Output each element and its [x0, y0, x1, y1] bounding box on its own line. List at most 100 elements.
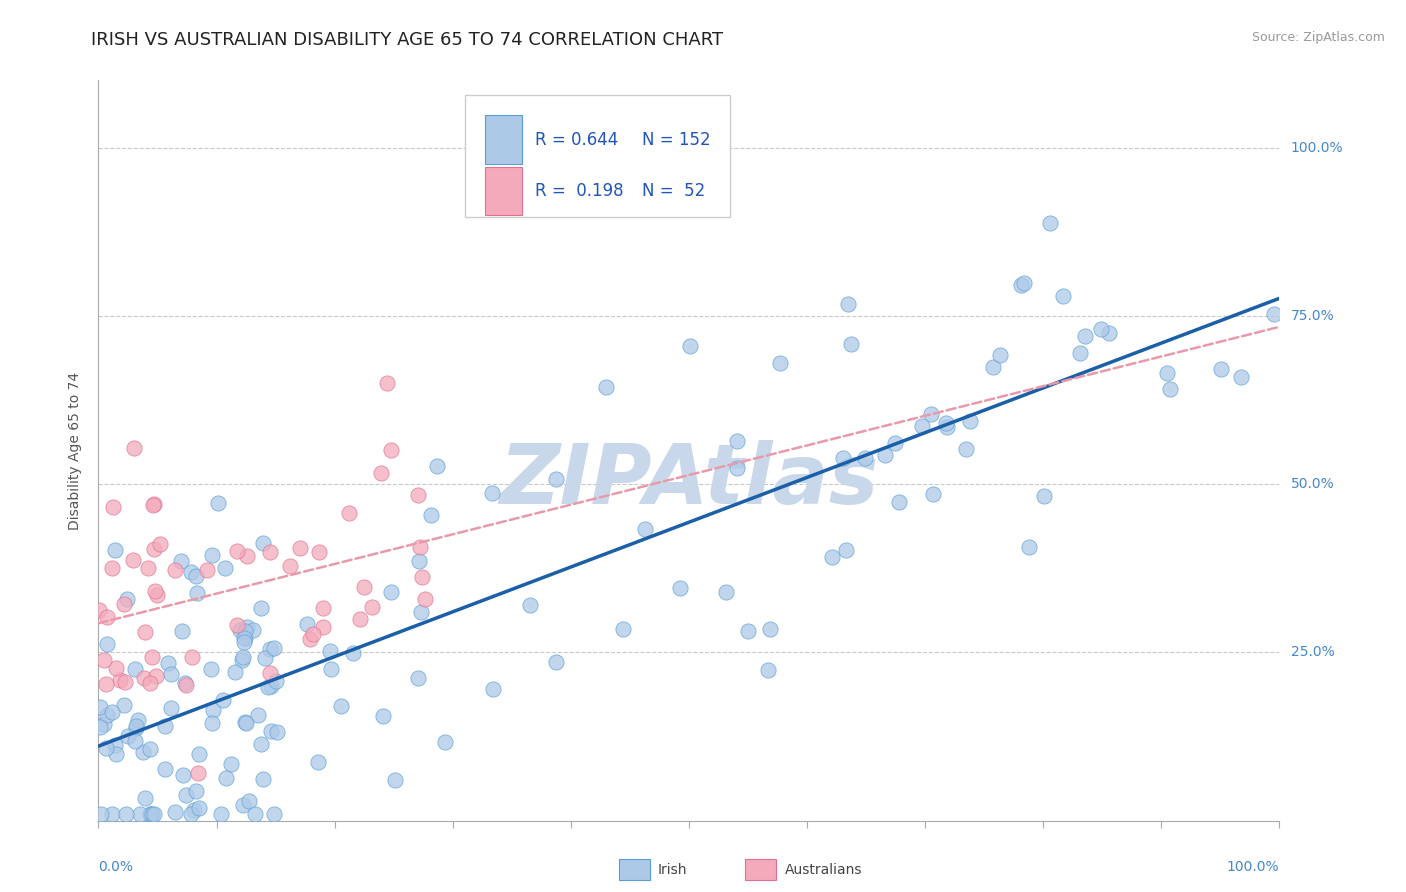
Point — [920, 407, 942, 421]
Text: ZIPAtlas: ZIPAtlas — [499, 440, 879, 521]
Point — [1159, 382, 1181, 396]
Point — [837, 296, 859, 310]
Text: 25.0%: 25.0% — [1291, 646, 1334, 659]
Point — [278, 559, 301, 574]
Point — [725, 434, 748, 449]
Point — [299, 632, 322, 646]
Point — [308, 545, 330, 559]
Point — [307, 755, 329, 769]
Point — [1074, 329, 1097, 343]
Point — [134, 791, 156, 805]
Point — [94, 741, 117, 756]
Point — [174, 788, 197, 802]
Bar — [745, 859, 776, 880]
Point — [183, 803, 205, 817]
Point — [482, 682, 505, 697]
Point — [160, 666, 183, 681]
Point — [129, 806, 152, 821]
Point — [155, 762, 177, 776]
Point — [134, 624, 156, 639]
Point — [1039, 216, 1062, 230]
Point — [160, 701, 183, 715]
Point — [1263, 308, 1285, 322]
Point — [260, 679, 283, 693]
Point — [1069, 345, 1091, 359]
Point — [236, 620, 259, 634]
Point — [141, 650, 163, 665]
Point — [370, 466, 392, 480]
Point — [215, 771, 238, 785]
Text: R = 0.644: R = 0.644 — [536, 130, 619, 148]
Point — [103, 500, 125, 515]
Point — [172, 768, 194, 782]
Point — [94, 677, 117, 691]
Text: N = 152: N = 152 — [641, 130, 710, 148]
Point — [201, 703, 224, 717]
Point — [96, 610, 118, 624]
Point — [201, 548, 224, 562]
Point — [207, 496, 229, 510]
Point — [180, 806, 202, 821]
Point — [266, 724, 288, 739]
Point — [89, 720, 111, 734]
Point — [143, 584, 166, 599]
Point — [342, 647, 364, 661]
Point — [426, 459, 449, 474]
Point — [93, 653, 115, 667]
Point — [181, 650, 204, 665]
Point — [142, 806, 165, 821]
Point — [122, 441, 145, 455]
Point — [108, 673, 131, 688]
Point — [104, 739, 127, 753]
Point — [238, 794, 260, 808]
Point — [481, 486, 503, 500]
Point — [165, 805, 187, 820]
Point — [87, 603, 110, 617]
Point — [406, 671, 429, 685]
Point — [139, 742, 162, 756]
Point — [200, 662, 222, 676]
Point — [380, 585, 402, 599]
Point — [124, 734, 146, 748]
Point — [668, 582, 690, 596]
Point — [186, 569, 208, 583]
Text: 50.0%: 50.0% — [1291, 477, 1334, 491]
Point — [1018, 540, 1040, 554]
Point — [155, 719, 177, 733]
Point — [165, 563, 187, 577]
Point — [1010, 277, 1032, 292]
Point — [1014, 277, 1036, 291]
Point — [170, 554, 193, 568]
Point — [250, 601, 273, 615]
Point — [1052, 289, 1074, 303]
Point — [232, 632, 254, 646]
Point — [187, 801, 209, 815]
Text: N =  52: N = 52 — [641, 182, 704, 201]
Point — [839, 337, 862, 351]
Point — [263, 806, 285, 821]
Point — [260, 724, 283, 739]
Point — [312, 620, 335, 634]
Point — [201, 716, 224, 731]
Text: Source: ZipAtlas.com: Source: ZipAtlas.com — [1251, 31, 1385, 45]
Point — [259, 666, 281, 681]
Point — [409, 540, 432, 554]
Point — [360, 599, 382, 614]
Point — [981, 359, 1004, 374]
Point — [89, 699, 111, 714]
Point — [90, 806, 112, 821]
Text: 0.0%: 0.0% — [98, 860, 134, 873]
Point — [145, 669, 167, 683]
Point — [174, 678, 197, 692]
Text: 100.0%: 100.0% — [1291, 141, 1343, 154]
Point — [889, 495, 911, 509]
Point — [142, 498, 165, 512]
Point — [253, 651, 276, 665]
Point — [955, 442, 977, 456]
Point — [935, 417, 957, 431]
Point — [259, 545, 281, 559]
Point — [125, 721, 148, 735]
Point — [233, 631, 256, 645]
Point — [187, 747, 209, 762]
Point — [1033, 489, 1056, 503]
